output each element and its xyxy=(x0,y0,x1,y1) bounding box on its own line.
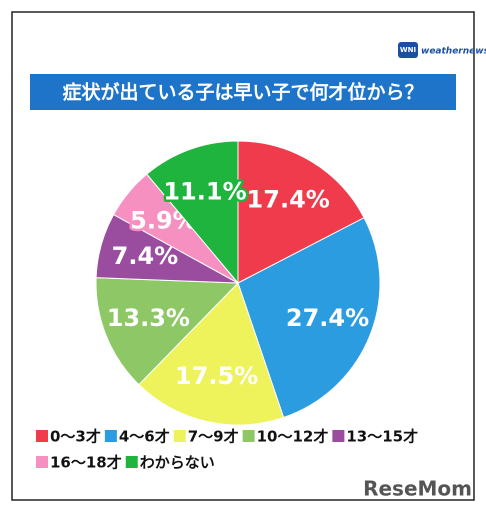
pie-slice xyxy=(237,217,381,419)
logo-badge: WNI xyxy=(400,46,416,54)
legend-label: 7〜9才 xyxy=(188,428,239,446)
pie-slice xyxy=(138,282,285,426)
value-label: 7.4% xyxy=(112,242,179,270)
legend-label: わからない xyxy=(140,454,215,472)
legend-swatch xyxy=(125,456,138,468)
logo-icon xyxy=(398,42,418,58)
value-label: 17.5% xyxy=(175,362,258,390)
legend-swatch xyxy=(173,430,186,442)
legend-label: 16〜18才 xyxy=(50,454,122,472)
legend-label: 0〜3才 xyxy=(50,428,101,446)
value-label: 17.4% xyxy=(247,186,330,214)
legend-swatch xyxy=(104,430,117,442)
value-label: 13.3% xyxy=(107,304,190,332)
logo: weathernews xyxy=(421,47,486,57)
legend-swatch xyxy=(242,430,255,442)
pie-slice xyxy=(237,140,365,284)
value-label: 27.4% xyxy=(286,304,369,332)
chart-title: 症状が出ている子は早い子で何才位から？ xyxy=(62,81,423,104)
legend-swatch xyxy=(36,430,48,442)
legend-swatch xyxy=(36,456,48,468)
title-bar xyxy=(30,74,456,110)
value-label: 11.1% xyxy=(163,177,246,205)
legend-label: 10〜12才 xyxy=(257,428,329,446)
legend-label: 13〜15才 xyxy=(346,428,418,446)
legend-swatch xyxy=(332,430,345,442)
pie-slice xyxy=(95,277,240,386)
watermark: ReseMom xyxy=(363,477,472,501)
pie-slice xyxy=(146,140,239,285)
legend-label: 4〜6才 xyxy=(119,428,170,446)
